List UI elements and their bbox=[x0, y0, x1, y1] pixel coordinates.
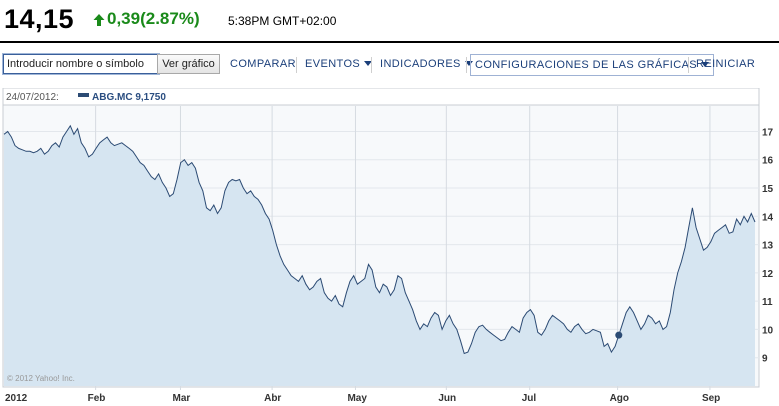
y-tick-label: 9 bbox=[762, 354, 768, 365]
legend-swatch bbox=[78, 93, 89, 97]
y-tick-label: 11 bbox=[762, 297, 773, 308]
y-tick-label: 14 bbox=[762, 212, 773, 223]
price-change: 0,39(2.87%) bbox=[107, 9, 200, 29]
caret-down-icon bbox=[364, 61, 373, 66]
y-tick-label: 16 bbox=[762, 156, 773, 167]
y-tick-label: 12 bbox=[762, 269, 773, 280]
caret-down-icon bbox=[464, 61, 473, 66]
events-dropdown[interactable]: EVENTOS bbox=[305, 53, 373, 75]
up-arrow-icon bbox=[93, 14, 105, 26]
price-area bbox=[4, 125, 755, 387]
last-price: 14,15 bbox=[4, 4, 75, 34]
price-line bbox=[3, 124, 756, 355]
x-tick-label: Ago bbox=[610, 393, 629, 404]
legend-bar bbox=[2, 88, 760, 106]
quote-header: 14,15 0,39(2.87%) 5:38PM GMT+02:00 bbox=[0, 0, 779, 40]
x-tick-label: Feb bbox=[88, 393, 106, 404]
indicators-dropdown[interactable]: INDICADORES bbox=[380, 53, 473, 75]
x-tick-label: Jul bbox=[522, 393, 537, 404]
y-tick-label: 15 bbox=[762, 184, 773, 195]
toolbar-separator bbox=[466, 57, 467, 73]
chart-settings-dropdown[interactable]: CONFIGURACIONES DE LAS GRÁFICAS bbox=[470, 54, 715, 76]
compare-button[interactable]: COMPARAR bbox=[230, 58, 296, 70]
x-axis: 2012 Feb Mar Abr May Jun Jul Ago Sep bbox=[5, 393, 720, 404]
header-divider bbox=[0, 41, 779, 43]
x-tick-label: 2012 bbox=[5, 393, 28, 404]
legend-series: ABG.MC 9,1750 bbox=[92, 92, 166, 103]
x-tick-label: Abr bbox=[264, 393, 281, 404]
symbol-search-input[interactable] bbox=[3, 54, 159, 74]
caret-down-icon bbox=[701, 62, 710, 67]
x-tick-label: Sep bbox=[702, 393, 720, 404]
x-tick-label: Mar bbox=[172, 393, 190, 404]
chart-settings-label: CONFIGURACIONES DE LAS GRÁFICAS bbox=[475, 59, 698, 71]
x-tick-label: May bbox=[347, 393, 367, 404]
reset-button[interactable]: REINICIAR bbox=[696, 58, 756, 70]
quote-time: 5:38PM GMT+02:00 bbox=[228, 14, 337, 28]
toolbar-separator bbox=[371, 57, 372, 73]
copyright-text: © 2012 Yahoo! Inc. bbox=[7, 374, 75, 383]
y-tick-label: 10 bbox=[762, 325, 773, 336]
hover-point-marker bbox=[615, 331, 623, 339]
y-tick-label: 17 bbox=[762, 127, 773, 138]
y-axis: 9 10 11 12 13 14 15 16 17 bbox=[762, 127, 773, 364]
toolbar-separator bbox=[688, 57, 689, 73]
y-tick-label: 13 bbox=[762, 241, 773, 252]
price-chart[interactable]: 24/07/2012: ABG.MC 9,1750 9 10 11 12 13 14 15 1… bbox=[2, 88, 773, 406]
indicators-label: INDICADORES bbox=[380, 58, 461, 70]
change-percent: (2.87%) bbox=[140, 9, 200, 28]
x-tick-label: Jun bbox=[438, 393, 456, 404]
change-value: 0,39 bbox=[107, 9, 141, 28]
toolbar-separator bbox=[296, 57, 297, 73]
chart-svg[interactable]: 24/07/2012: ABG.MC 9,1750 9 10 11 12 13 14 15 1… bbox=[2, 88, 773, 406]
legend-date: 24/07/2012: bbox=[6, 92, 59, 103]
events-label: EVENTOS bbox=[305, 58, 361, 70]
view-chart-button[interactable]: Ver gráfico bbox=[157, 54, 220, 74]
chart-toolbar: Ver gráfico COMPARAR EVENTOS INDICADORES… bbox=[0, 53, 779, 77]
